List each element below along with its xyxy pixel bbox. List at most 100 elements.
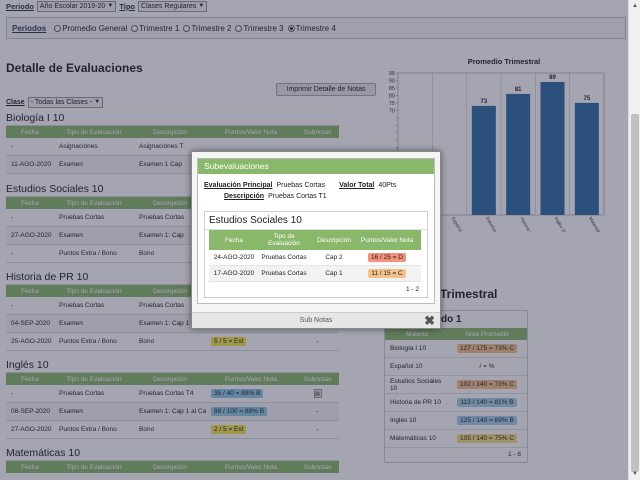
cell-desc: Pruebas Cortas	[139, 302, 185, 309]
modal-footer: Sub Notas ✖	[192, 312, 440, 328]
col-tipo: Tipo de Evaluación	[66, 463, 122, 471]
grade-pill: 102 / 140 = 73% C	[456, 380, 518, 389]
grade-pill: / = %	[479, 363, 495, 370]
course-title: Biología I 10	[6, 111, 339, 126]
detail-heading: Detalle de Evaluaciones	[6, 61, 143, 75]
col-tipo: Tipo de Evaluación	[66, 375, 122, 383]
cell-tipo: Pruebas Cortas	[59, 390, 105, 397]
grade-pill: 125 / 140 = 89% B	[457, 416, 517, 425]
cell-materia: Inglés 10	[390, 417, 417, 424]
cell-desc: Asignaciones T	[139, 143, 184, 150]
subnotes-icon[interactable]: ▤	[313, 389, 322, 398]
y-tick-label: 75	[389, 101, 395, 107]
col-materia: Materia	[406, 330, 428, 338]
eval-label: Evaluación Principal	[204, 182, 273, 189]
col-puntos: Puntos/Valor Nota	[224, 375, 278, 383]
col-descripcion: Descripción	[317, 236, 351, 244]
cell-fecha: -	[11, 143, 14, 150]
desc-value: Pruebas Cortas T1	[268, 193, 327, 200]
radio-trimestre-1[interactable]: Trimestre 1	[131, 24, 179, 33]
cell-tipo: Pruebas Cortas	[59, 214, 105, 221]
radio-selected-icon	[287, 24, 295, 32]
radio-trimestre-4[interactable]: Trimestre 4	[287, 23, 336, 33]
col-subnotas: Subnotas	[303, 128, 332, 136]
cell-fecha: 27-AGO-2020	[11, 426, 52, 433]
scroll-down-icon[interactable]: ▼	[632, 471, 638, 477]
periodo-select[interactable]: Año Escolar 2019-20 ▼	[36, 1, 117, 12]
class-select[interactable]: - Todas las Clases - ▼	[27, 97, 104, 108]
radio-promedio-general[interactable]: Promedio General	[54, 24, 127, 33]
radio-trimestre-3[interactable]: Trimestre 3	[235, 24, 284, 33]
cell-fecha: 08-SEP-2020	[11, 408, 51, 415]
cell-desc: Pruebas Cortas T4	[139, 390, 194, 397]
periodo-value: Año Escolar 2019-20	[39, 3, 106, 10]
grade-pill: 2 / 5 = Ext	[211, 425, 247, 434]
valor-label: Valor Total	[339, 182, 375, 189]
col-fecha: Fecha	[224, 236, 244, 244]
scrollbar-thumb[interactable]	[631, 114, 639, 472]
cell-fecha: -	[11, 302, 14, 309]
grade-pill: 105 / 140 = 75% C	[456, 434, 518, 443]
summary-row: Historia de PR 10 113 / 140 = 81% B	[385, 394, 527, 412]
page-scrollbar[interactable]: ▲ ▼	[628, 0, 640, 480]
bar-value-label: 73	[480, 99, 487, 105]
class-label: Clase	[6, 99, 25, 106]
print-detail-button[interactable]: Imprimir Detalle de Notas	[276, 83, 376, 96]
radio-icon	[183, 24, 191, 32]
summary-row: Español 10 / = %	[385, 358, 527, 376]
col-descripcion: Descripción	[153, 287, 187, 295]
tipo-value: Clases Regulares	[141, 3, 197, 10]
y-tick-label: 90	[389, 78, 395, 84]
modal-info-row: Evaluación Principal Pruebas Cortas Valo…	[198, 180, 434, 191]
scroll-up-icon[interactable]: ▲	[632, 3, 638, 9]
chart-bar	[540, 81, 565, 216]
modal-body: Subevaluaciones Evaluación Principal Pru…	[197, 158, 435, 304]
col-subnotas: Subnotas	[303, 463, 332, 471]
table-row: 17-AGO-2020 Pruebas Cortas Cap 1 11 / 15…	[209, 266, 421, 282]
cell-tipo: Examen	[59, 408, 83, 415]
cell-desc: Examen 1: Cap 1 al Cap 3	[139, 408, 206, 415]
eval-value: Pruebas Cortas	[276, 182, 326, 189]
y-tick-label: 85	[389, 86, 395, 92]
tipo-select[interactable]: Clases Regulares ▼	[138, 1, 208, 12]
cell-desc: Examen 1 Cap	[139, 161, 182, 168]
cell-tipo: Examen	[59, 161, 83, 168]
chart-bar	[471, 105, 496, 215]
table-row: 08-SEP-2020 Examen Examen 1: Cap 1 al Ca…	[6, 403, 339, 421]
radio-label: Trimestre 4	[295, 23, 336, 33]
summary-header: Materia Nota Promedio	[385, 328, 527, 340]
grade-pill: 35 / 40 = 88% B	[211, 389, 264, 398]
cell-tipo: Puntos Extra / Bono	[59, 250, 117, 257]
radio-label: Trimestre 2	[191, 23, 232, 33]
bar-value-label: 81	[515, 87, 522, 93]
cell-desc: Bono	[139, 426, 155, 433]
radio-icon	[235, 24, 243, 32]
course-title: Estudios Sociales 10	[6, 182, 339, 197]
cell-fecha: -	[11, 214, 14, 221]
col-fecha: Fecha	[20, 287, 40, 295]
col-fecha: Fecha	[20, 128, 40, 136]
col-descripcion: Descripción	[153, 199, 187, 207]
cell-fecha: 25-AGO-2020	[11, 338, 52, 345]
desc-label: Descripción	[224, 193, 265, 200]
subevaluaciones-modal: Subevaluaciones Evaluación Principal Pru…	[191, 151, 441, 329]
cell-desc: Examen 1: Cap 1 al Cap 3	[139, 320, 206, 327]
grade-pill: 127 / 175 = 73% C	[456, 344, 518, 353]
modal-title: Subevaluaciones	[198, 159, 434, 174]
chart-title: Promedio Trimestral	[467, 57, 541, 66]
table-header: Fecha Tipo de Evaluación Descripción Pun…	[6, 373, 339, 385]
close-icon[interactable]: ✖	[424, 313, 435, 328]
class-filter: Clase - Todas las Clases - ▼	[6, 97, 104, 108]
cell-fecha: 24-AGO-2020	[213, 254, 255, 261]
tipo-label: Tipo	[119, 2, 136, 11]
chevron-down-icon: ▼	[107, 3, 114, 9]
radio-label: Trimestre 1	[139, 23, 180, 33]
filter-bar: Periodo Año Escolar 2019-20 ▼ Tipo Clases…	[0, 0, 628, 13]
cell-fecha: 11-AGO-2020	[11, 161, 51, 168]
chevron-down-icon: ▼	[94, 99, 101, 105]
cell-desc: Examen 1: Cap	[139, 232, 184, 239]
table-header: Fecha Tipo de Evaluación Descripción Pun…	[209, 230, 421, 250]
chart-bar	[574, 102, 599, 215]
table-row: - Pruebas Cortas Pruebas Cortas T4 35 / …	[6, 385, 339, 403]
radio-trimestre-2[interactable]: Trimestre 2	[183, 24, 231, 33]
